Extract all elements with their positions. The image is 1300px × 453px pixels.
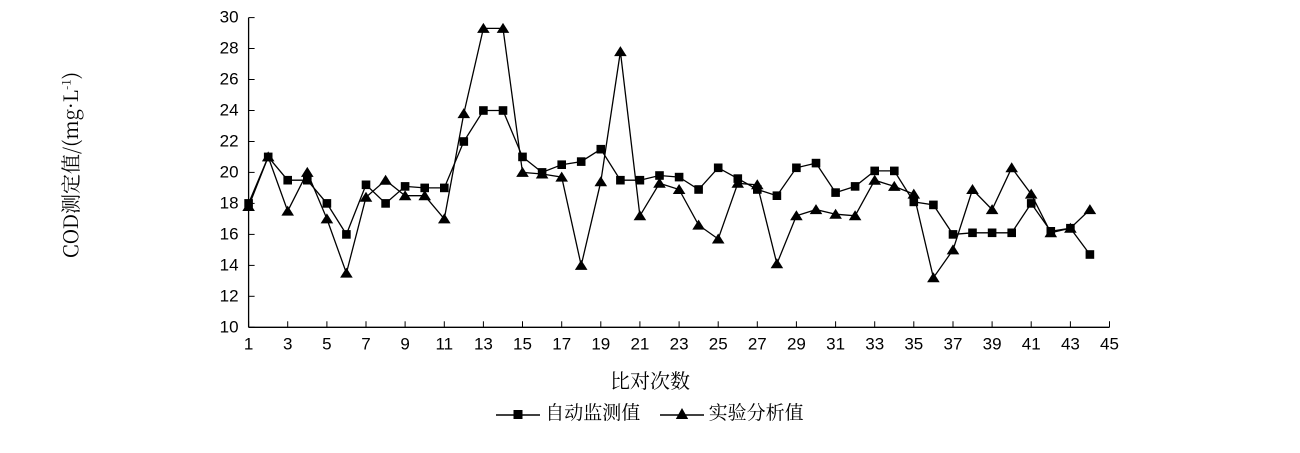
svg-text:24: 24 xyxy=(220,101,239,120)
svg-text:7: 7 xyxy=(361,334,370,353)
svg-text:19: 19 xyxy=(591,334,610,353)
svg-text:28: 28 xyxy=(220,39,239,58)
svg-text:11: 11 xyxy=(435,334,453,353)
svg-text:37: 37 xyxy=(944,334,963,353)
svg-text:41: 41 xyxy=(1022,334,1041,353)
svg-text:16: 16 xyxy=(220,224,239,243)
svg-text:3: 3 xyxy=(283,334,292,353)
svg-text:43: 43 xyxy=(1061,334,1080,353)
svg-text:30: 30 xyxy=(220,8,239,27)
svg-text:29: 29 xyxy=(787,334,806,353)
svg-text:15: 15 xyxy=(513,334,532,353)
svg-text:23: 23 xyxy=(670,334,689,353)
svg-text:13: 13 xyxy=(474,334,493,353)
svg-text:22: 22 xyxy=(220,132,239,151)
svg-text:9: 9 xyxy=(400,334,409,353)
svg-text:10: 10 xyxy=(220,317,239,336)
svg-text:12: 12 xyxy=(220,286,239,305)
svg-text:18: 18 xyxy=(220,193,239,212)
svg-text:14: 14 xyxy=(220,255,239,274)
svg-text:25: 25 xyxy=(709,334,728,353)
svg-text:17: 17 xyxy=(552,334,571,353)
svg-text:27: 27 xyxy=(748,334,767,353)
svg-text:21: 21 xyxy=(630,334,649,353)
svg-text:45: 45 xyxy=(1100,334,1119,353)
svg-text:31: 31 xyxy=(826,334,845,353)
svg-text:5: 5 xyxy=(322,334,331,353)
svg-text:33: 33 xyxy=(865,334,884,353)
svg-text:1: 1 xyxy=(244,334,253,353)
svg-text:39: 39 xyxy=(983,334,1002,353)
svg-text:20: 20 xyxy=(220,162,239,181)
svg-text:35: 35 xyxy=(904,334,923,353)
svg-text:26: 26 xyxy=(220,70,239,89)
